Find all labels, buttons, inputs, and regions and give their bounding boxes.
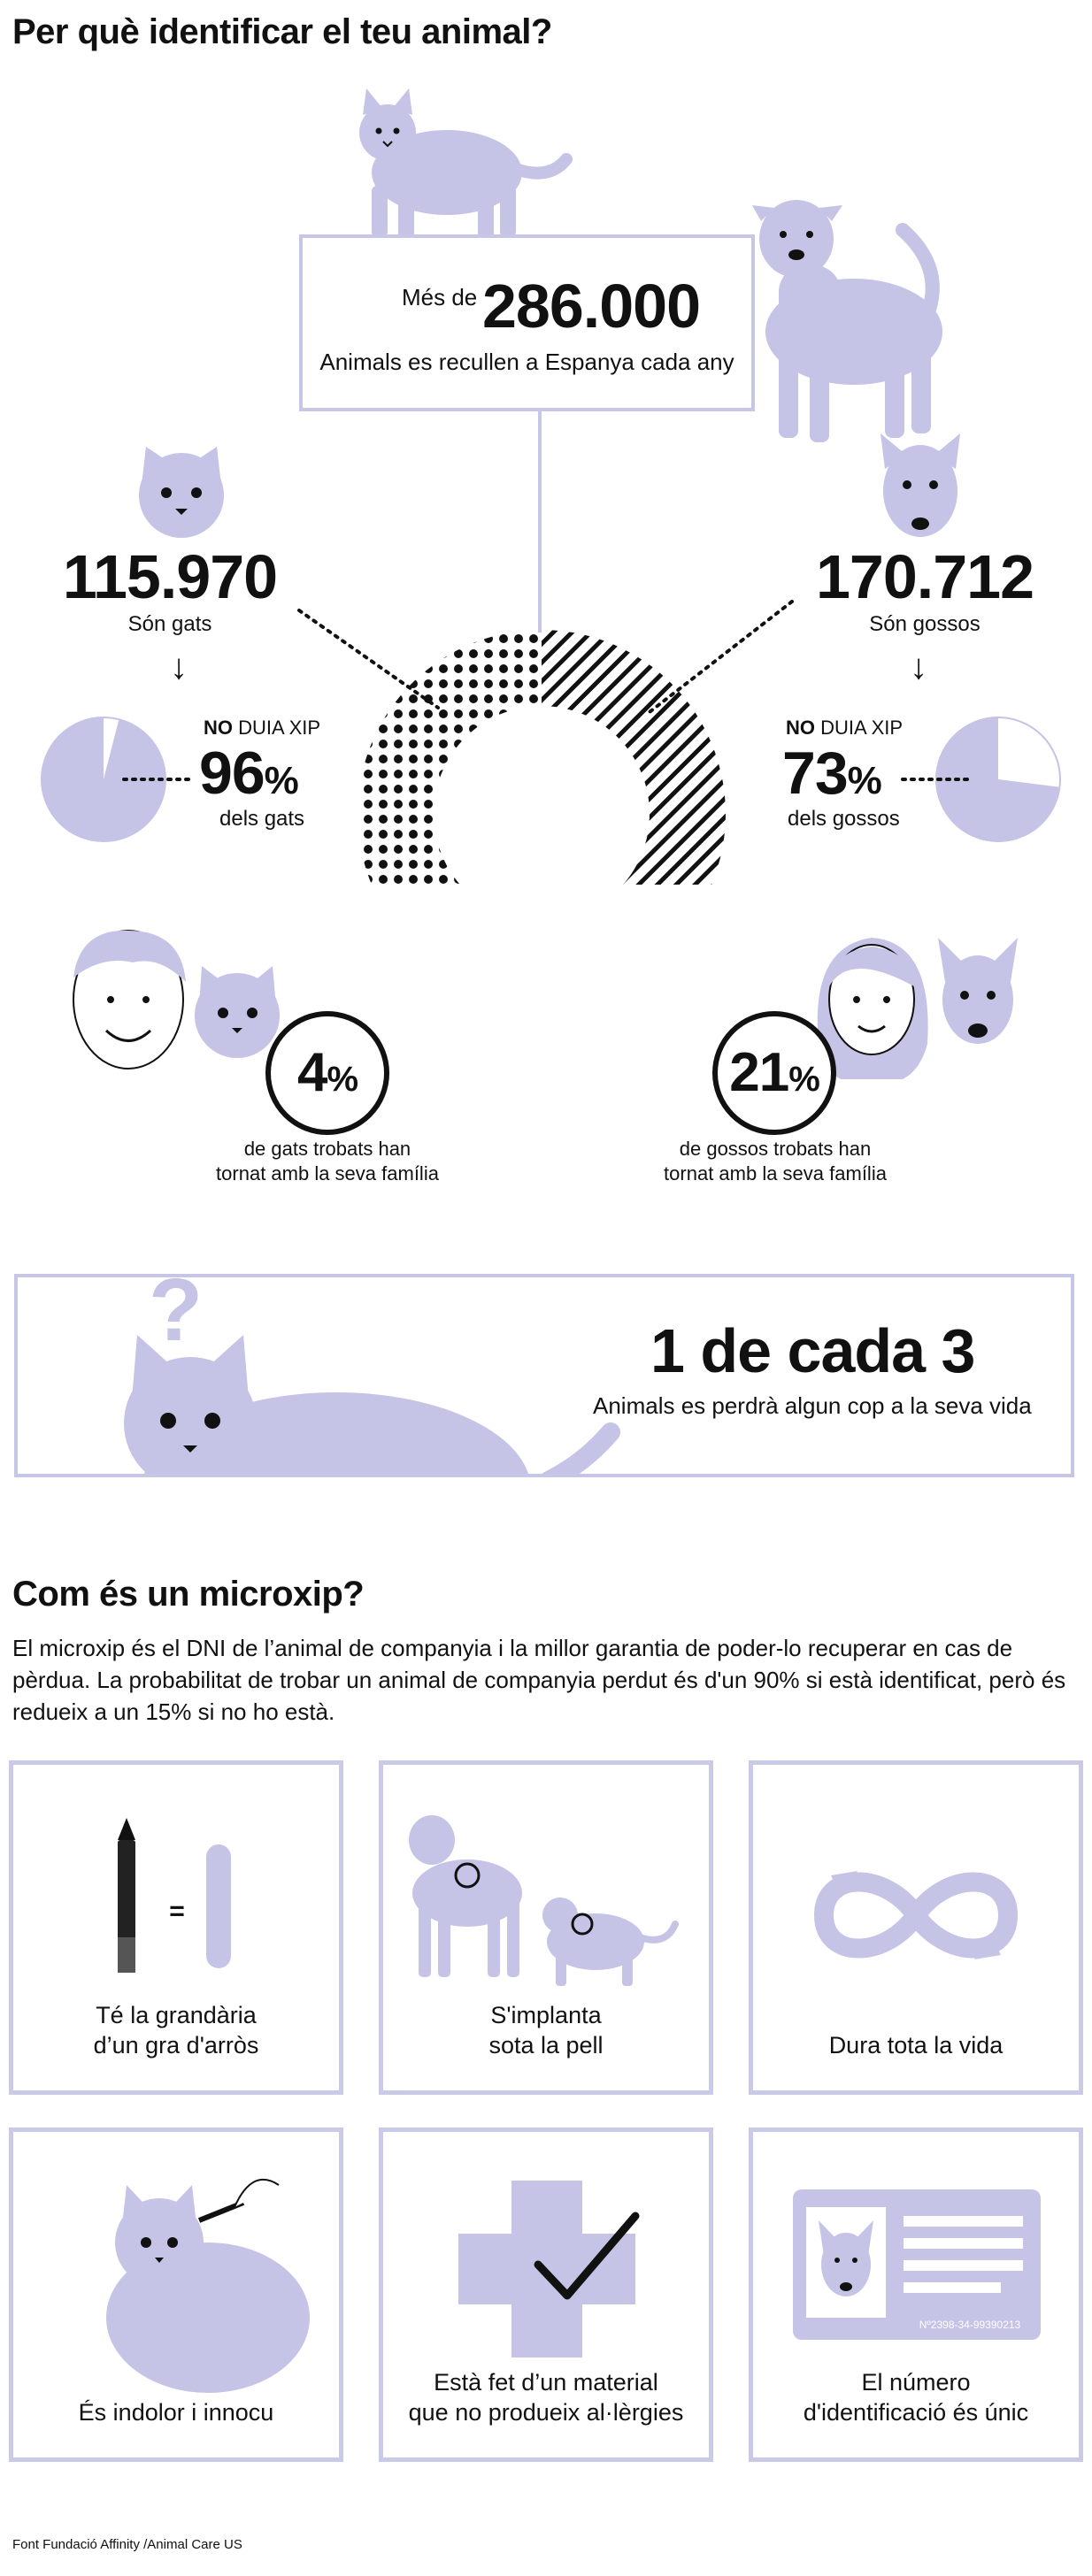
- donut-slice-gats: [358, 630, 542, 885]
- dogs-no-chip-bold: NO: [786, 717, 815, 739]
- cats-no-chip-bold: NO: [204, 717, 233, 739]
- cats-returned-value: 4: [296, 1042, 327, 1103]
- dog-and-cat-icon: [409, 1815, 679, 1986]
- boy-face-icon: [73, 930, 186, 1070]
- tile-unique-caption: El número d'identificació és únic: [803, 2369, 1029, 2426]
- cats-returned-line-1: de gats trobats han: [243, 1138, 411, 1160]
- dogs-no-chip-rest: DUIA XIP: [820, 717, 904, 739]
- tile-material: Està fet d’un material que no produeix a…: [379, 2128, 713, 2462]
- cats-no-chip-percent: 96%: [199, 740, 299, 813]
- cats-returned-percent: 4%: [268, 1046, 387, 1106]
- pie-cats-slice: [41, 717, 165, 841]
- cats-no-chip-label: NO DUIA XIP: [204, 717, 320, 740]
- dogs-arrow: ↓: [910, 648, 927, 686]
- dogs-no-chip-sub: dels gossos: [788, 807, 900, 831]
- dogs-returned-value: 21: [729, 1042, 789, 1103]
- tile-material-caption: Està fet d’un material que no produeix a…: [408, 2369, 684, 2426]
- dogs-returned-line-1: de gossos trobats han: [679, 1138, 872, 1160]
- distribution-donut-chart: [358, 630, 726, 885]
- dog-standing-icon: [752, 200, 942, 442]
- cats-label: Són gats: [127, 612, 212, 636]
- tile-implant-caption: S'implanta sota la pell: [488, 2002, 604, 2058]
- lost-box: ? 1 de cada 3 Animals es perdrà algun co…: [14, 1274, 1074, 1477]
- donut-slice-gossos: [542, 630, 726, 885]
- dogs-returned-text: de gossos trobats han tornat amb la seva…: [598, 1137, 952, 1186]
- tile-lifetime: Dura tota la vida: [749, 1760, 1083, 2095]
- pie-dogs-slice: [936, 717, 1060, 841]
- returned-illustrations: [73, 930, 1018, 1135]
- total-box: Més de 286.000 Animals es recullen a Esp…: [299, 234, 755, 411]
- cross-check-icon: [458, 2181, 640, 2358]
- total-prefix: Més de: [402, 284, 478, 310]
- cat-injection-icon: [106, 2178, 310, 2393]
- tile-lifetime-caption: Dura tota la vida: [828, 2032, 1004, 2058]
- page-title: Per què identificar el teu animal?: [12, 12, 552, 51]
- cats-no-chip-pie: [41, 717, 166, 842]
- woman-face-icon: [817, 938, 928, 1079]
- cats-returned-line-2: tornat amb la seva família: [216, 1162, 439, 1184]
- cats-no-chip-pct-value: 96: [199, 740, 265, 807]
- cats-arrow: ↓: [170, 648, 188, 686]
- cats-returned-text: de gats trobats han tornat amb la seva f…: [150, 1137, 504, 1186]
- lying-cat-icon: [124, 1335, 620, 1474]
- cat-face-icon: [195, 966, 280, 1058]
- cats-no-chip-rest: DUIA XIP: [238, 717, 321, 739]
- svg-text:=: =: [169, 1897, 185, 1926]
- total-caption: Animals es recullen a Espanya cada any: [319, 349, 734, 375]
- infinity-arrows-icon: [813, 1871, 1019, 1959]
- cat-walking-icon: [359, 88, 573, 239]
- dogs-label: Són gossos: [869, 612, 980, 636]
- tile-painless: És indolor i innocu: [9, 2128, 343, 2462]
- cats-no-chip-sub: dels gats: [219, 807, 305, 831]
- pct-symbol: %: [788, 1060, 820, 1099]
- pen-and-rice-icon: =: [118, 1818, 231, 1973]
- dogs-no-chip-label: NO DUIA XIP: [786, 717, 903, 740]
- dogs-returned-percent: 21%: [715, 1046, 834, 1106]
- cats-value: 115.970: [62, 542, 278, 611]
- source-note: Font Fundació Affinity /Animal Care US: [12, 2537, 242, 2552]
- top-illustration: [41, 88, 1061, 885]
- id-card-icon: Nº2398-34-99390213: [793, 2189, 1041, 2340]
- microchip-title: Com és un microxip?: [12, 1575, 365, 1614]
- cat-head-icon: [139, 447, 224, 538]
- dogs-returned-line-2: tornat amb la seva família: [664, 1162, 887, 1184]
- dog-head-icon: [881, 433, 960, 537]
- pct-symbol: %: [264, 759, 299, 802]
- tile-size-caption: Té la grandària d’un gra d'arròs: [93, 2002, 259, 2058]
- lost-caption: Animals es perdrà algun cop a la seva vi…: [593, 1392, 1032, 1419]
- total-value: 286.000: [482, 272, 701, 341]
- tile-painless-caption: És indolor i innocu: [78, 2399, 274, 2426]
- dogs-no-chip-pie: [935, 717, 1061, 842]
- pct-symbol: %: [327, 1060, 358, 1099]
- question-mark: ?: [149, 1274, 204, 1360]
- svg-text:Nº2398-34-99390213: Nº2398-34-99390213: [919, 2319, 1021, 2331]
- dogs-value: 170.712: [815, 542, 1034, 611]
- lost-headline: 1 de cada 3: [650, 1316, 975, 1385]
- pct-symbol: %: [847, 759, 882, 802]
- dogs-no-chip-pct-value: 73: [782, 740, 849, 807]
- microchip-intro: El microxip és el DNI de l’animal de com…: [12, 1635, 1066, 1725]
- tile-size: = Té la grandària d’un gra d'arròs: [9, 1760, 343, 2095]
- dogs-no-chip-percent: 73%: [782, 740, 882, 813]
- dog-face-icon: [938, 938, 1018, 1044]
- tile-unique: Nº2398-34-99390213 El número d'identific…: [749, 2128, 1083, 2462]
- tile-implant: S'implanta sota la pell: [379, 1760, 713, 2095]
